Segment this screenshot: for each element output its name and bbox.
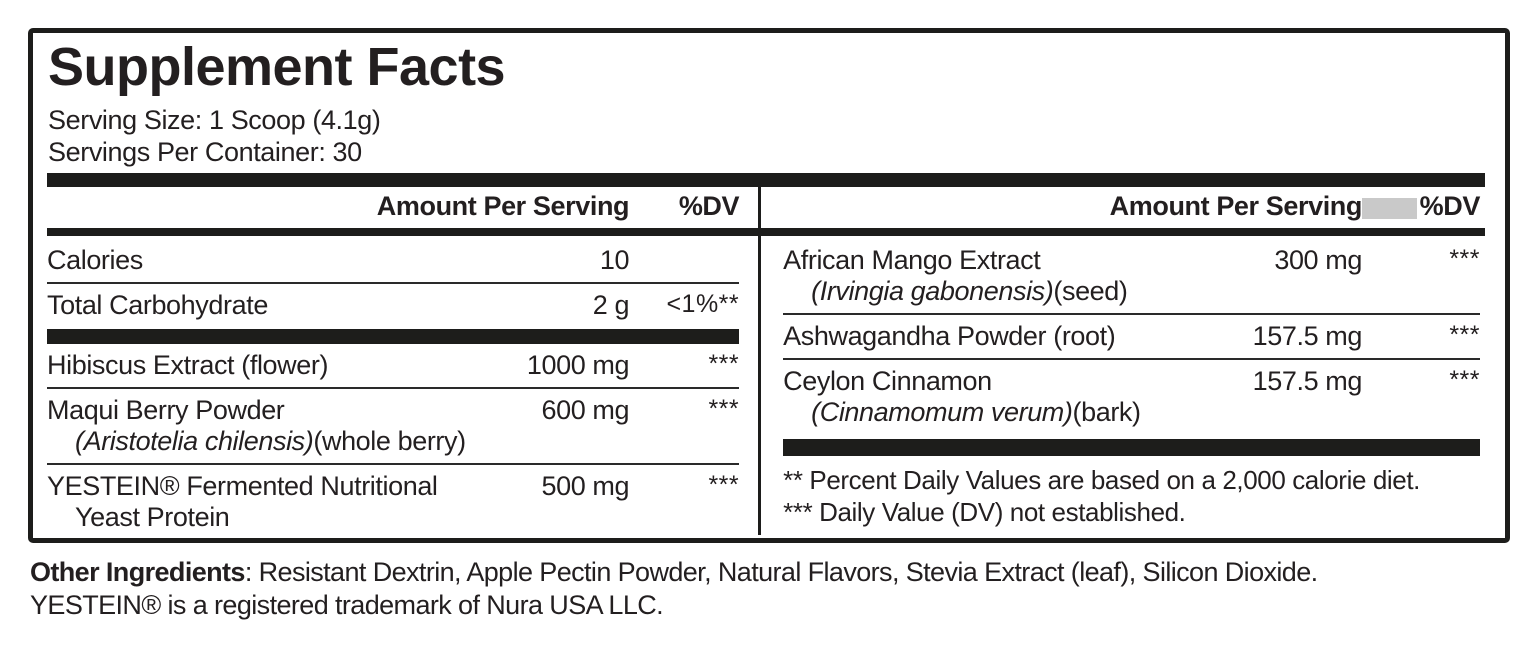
ingredient-name: Ceylon Cinnamon xyxy=(783,366,992,396)
ingredient-subname: (Cinnamomum verum)(bark) xyxy=(783,397,1212,428)
latin-name: (Irvingia gabonensis) xyxy=(811,276,1054,306)
ingredient-subname: (Irvingia gabonensis)(seed) xyxy=(783,276,1212,307)
right-rows: African Mango Extract (Irvingia gabonens… xyxy=(783,239,1480,528)
left-thick-separator-bar xyxy=(47,329,740,344)
footer-notes: Other Ingredients: Resistant Dextrin, Ap… xyxy=(30,556,1510,622)
ingredient-amount: 600 mg xyxy=(541,395,630,425)
ingredient-name: Total Carbohydrate xyxy=(47,290,268,320)
ingredient-name: Hibiscus Extract (flower) xyxy=(47,350,329,380)
ingredient-name-block: Ceylon Cinnamon (Cinnamomum verum)(bark) xyxy=(783,366,1212,428)
ingredient-amount: 500 mg xyxy=(541,471,630,501)
latin-name: (Aristotelia chilensis) xyxy=(75,426,314,456)
ingredient-name-block: Maqui Berry Powder (Aristotelia chilensi… xyxy=(47,395,479,457)
ingredient-subname: Yeast Protein xyxy=(47,502,479,533)
other-ingredients-label: Other Ingredients xyxy=(30,557,245,587)
ingredient-dv: *** xyxy=(1449,321,1480,349)
table-row-hibiscus-extract: Hibiscus Extract (flower) 1000 mg *** xyxy=(47,344,739,387)
footnote-dv-not-established: *** Daily Value (DV) not established. xyxy=(783,497,1186,527)
ingredient-dv: *** xyxy=(1449,245,1480,273)
ingredient-name-block: African Mango Extract (Irvingia gabonens… xyxy=(783,245,1212,307)
ingredient-name: Maqui Berry Powder xyxy=(47,395,285,425)
panel-intro: Supplement Facts Serving Size: 1 Scoop (… xyxy=(33,33,1505,168)
left-rows: Calories 10 Total Carbohydrate 2 g <1%**… xyxy=(47,239,740,539)
table-row-african-mango: African Mango Extract (Irvingia gabonens… xyxy=(783,239,1480,313)
amount-per-serving-header: Amount Per Serving xyxy=(376,191,630,221)
trademark-line: YESTEIN® is a registered trademark of Nu… xyxy=(30,590,664,620)
left-column: Amount Per Serving %DV Calories 10 Total… xyxy=(33,187,758,535)
other-ingredients-text: : Resistant Dextrin, Apple Pectin Powder… xyxy=(244,557,1318,587)
header-separator-bar xyxy=(47,228,1485,236)
plant-part: (bark) xyxy=(1072,397,1142,427)
table-row-calories: Calories 10 xyxy=(47,239,739,282)
panel-title: Supplement Facts xyxy=(48,37,506,97)
ingredient-dv: <1%** xyxy=(666,290,740,318)
servings-per-container: Servings Per Container: 30 xyxy=(48,137,362,167)
percent-dv-header: %DV xyxy=(678,191,740,221)
ingredient-amount: 10 xyxy=(599,245,630,275)
right-column-header: Amount Per Serving %DV xyxy=(783,187,1481,228)
name-continued: Yeast Protein xyxy=(75,502,230,532)
latin-name: (Cinnamomum verum) xyxy=(811,397,1073,427)
table-row-ashwagandha: Ashwagandha Powder (root) 157.5 mg *** xyxy=(783,313,1480,358)
ingredient-subname: (Aristotelia chilensis)(whole berry) xyxy=(47,426,479,457)
ingredient-dv: *** xyxy=(708,350,740,378)
ingredient-dv: *** xyxy=(708,395,740,423)
table-row-ceylon-cinnamon: Ceylon Cinnamon (Cinnamomum verum)(bark)… xyxy=(783,358,1480,434)
ingredient-amount: 1000 mg xyxy=(526,350,630,380)
ingredient-amount: 157.5 mg xyxy=(1252,366,1363,396)
amount-per-serving-header: Amount Per Serving xyxy=(1109,191,1363,221)
ingredient-amount: 157.5 mg xyxy=(1252,321,1363,351)
header-redaction-box xyxy=(1362,198,1417,219)
serving-size: Serving Size: 1 Scoop (4.1g) xyxy=(48,105,381,135)
right-thick-separator-bar xyxy=(783,439,1480,456)
table-row-yestein-protein: YESTEIN® Fermented Nutritional Yeast Pro… xyxy=(47,463,740,539)
ingredient-name: Ashwagandha Powder (root) xyxy=(783,321,1116,351)
ingredient-name: YESTEIN® Fermented Nutritional xyxy=(47,471,438,501)
footnote-daily-values: ** Percent Daily Values are based on a 2… xyxy=(783,465,1420,495)
ingredient-dv: *** xyxy=(708,471,740,499)
left-column-header: Amount Per Serving %DV xyxy=(47,187,740,228)
facts-columns: Amount Per Serving %DV Calories 10 Total… xyxy=(33,187,1505,535)
top-separator-bar xyxy=(47,173,1485,187)
right-column: Amount Per Serving %DV African Mango Ext… xyxy=(761,187,1505,535)
other-ingredients-line: Other Ingredients: Resistant Dextrin, Ap… xyxy=(30,556,1510,589)
ingredient-name-block: YESTEIN® Fermented Nutritional Yeast Pro… xyxy=(47,471,479,533)
plant-part: (seed) xyxy=(1053,276,1128,306)
column-divider xyxy=(758,187,762,535)
plant-part: (whole berry) xyxy=(313,426,466,456)
ingredient-amount: 2 g xyxy=(592,290,630,320)
ingredient-dv: *** xyxy=(1449,366,1480,394)
ingredient-name: Calories xyxy=(47,245,143,275)
supplement-facts-panel: Supplement Facts Serving Size: 1 Scoop (… xyxy=(28,28,1510,543)
percent-dv-header-cell: %DV xyxy=(1362,191,1480,222)
table-row-maqui-berry: Maqui Berry Powder (Aristotelia chilensi… xyxy=(47,387,740,463)
ingredient-name: African Mango Extract xyxy=(783,245,1041,275)
ingredient-amount: 300 mg xyxy=(1274,245,1362,275)
percent-dv-header: %DV xyxy=(1419,191,1481,221)
table-row-total-carbohydrate: Total Carbohydrate 2 g <1%** xyxy=(47,282,740,327)
